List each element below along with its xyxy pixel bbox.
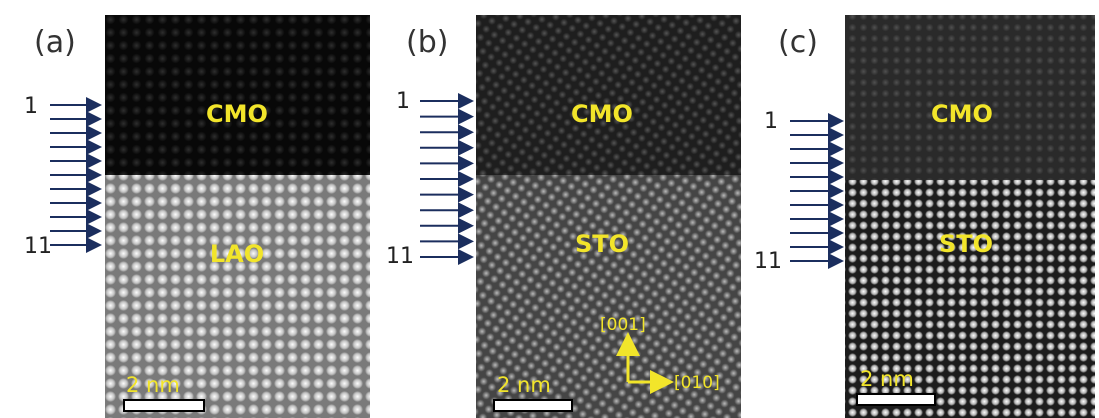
arrow-label: 1 xyxy=(764,109,778,134)
image-top xyxy=(845,15,1095,180)
arrow-label: 11 xyxy=(754,249,782,274)
layer-label: CMO xyxy=(931,100,993,128)
layer-label: CMO xyxy=(571,100,633,128)
scale-text: 2 nm xyxy=(860,367,914,391)
scale-text: 2 nm xyxy=(126,373,180,397)
arrows xyxy=(50,105,98,245)
layer-label: STO xyxy=(939,230,993,258)
arrow-label: 11 xyxy=(386,244,414,269)
scale-bar xyxy=(494,400,572,411)
panel-a: (a) 1 11 CMO LAO 2 nm xyxy=(24,15,370,418)
panel-label: (b) xyxy=(406,25,448,60)
layer-label: STO xyxy=(575,230,629,258)
image-top xyxy=(476,15,741,175)
axis-label: [001] xyxy=(600,315,646,335)
arrow-label: 1 xyxy=(396,89,410,114)
arrows xyxy=(790,121,840,261)
image-top xyxy=(105,15,370,175)
scale-text: 2 nm xyxy=(497,373,551,397)
arrows xyxy=(420,101,470,257)
figure: (a) 1 11 CMO LAO 2 nm (b) 1 11 CMO STO [… xyxy=(0,0,1099,418)
scale-bar xyxy=(124,400,204,411)
axis-label: [010] xyxy=(674,373,720,393)
panel-c: (c) 1 11 CMO STO 2 nm xyxy=(754,15,1095,418)
panel-label: (c) xyxy=(778,25,818,60)
arrow-label: 11 xyxy=(24,234,52,259)
panel-b: (b) 1 11 CMO STO [001] [010] 2 nm xyxy=(386,15,741,418)
layer-label: CMO xyxy=(206,100,268,128)
scale-bar xyxy=(857,394,935,405)
layer-label: LAO xyxy=(210,240,264,268)
arrow-label: 1 xyxy=(24,94,38,119)
panel-label: (a) xyxy=(34,25,76,60)
